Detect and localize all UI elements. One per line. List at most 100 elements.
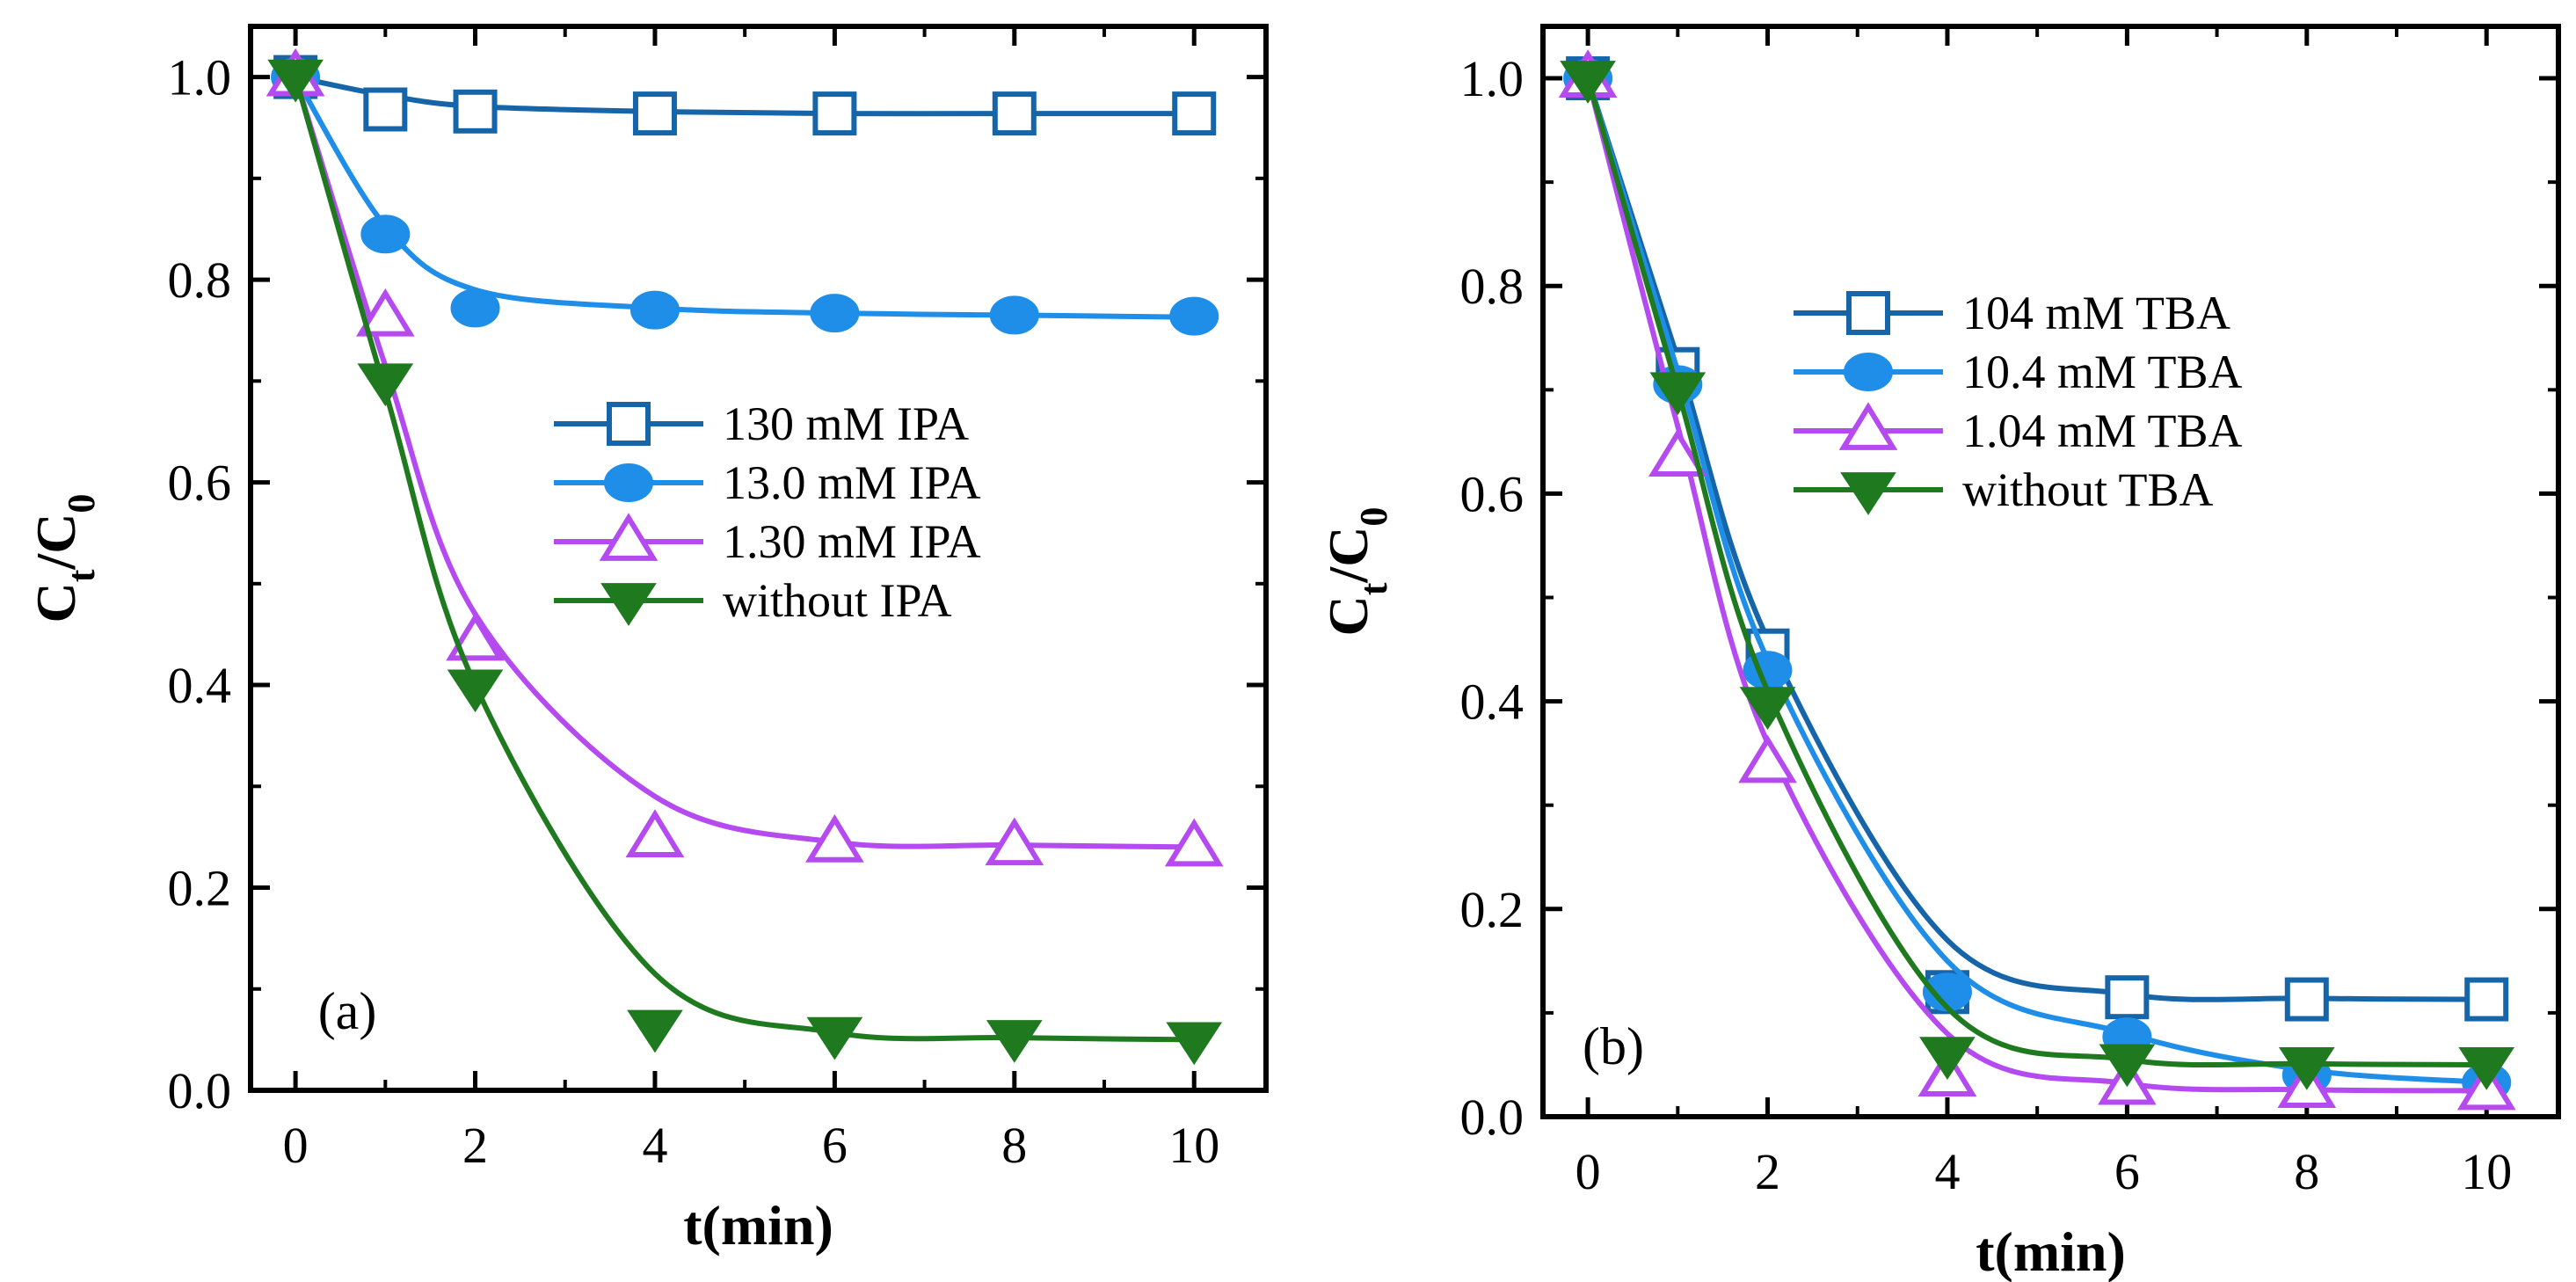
legend-label: 1.30 mM IPA xyxy=(723,515,981,568)
y-tick-label: 0.8 xyxy=(168,251,232,309)
x-tick-label: 2 xyxy=(1755,1143,1780,1200)
data-point xyxy=(1172,91,1217,136)
legend-marker xyxy=(1840,472,1896,515)
legend-label: 10.4 mM TBA xyxy=(1962,346,2243,398)
data-point xyxy=(989,295,1039,335)
legend-label: 13.0 mM IPA xyxy=(723,456,981,509)
y-axis-title-sep: /C xyxy=(25,514,87,571)
data-point xyxy=(2464,977,2509,1022)
data-point xyxy=(2458,1047,2515,1090)
x-tick-label: 2 xyxy=(462,1117,488,1174)
series-without-ipa xyxy=(267,59,1223,1066)
data-point xyxy=(1560,61,1616,104)
y-tick-label: 1.0 xyxy=(168,49,232,106)
y-axis-title: Ct/C0 xyxy=(1317,507,1395,637)
x-tick-label: 4 xyxy=(1934,1143,1960,1200)
plot-frame xyxy=(248,24,1269,1093)
legend-label: 1.04 mM TBA xyxy=(1962,404,2243,457)
data-point xyxy=(2105,975,2150,1020)
chart-panel-b: 0 2 4 6 8 100.00.20.40.60.81.0t(min)Ct/C0104 … xyxy=(1317,24,2561,1282)
y-tick-label: 0.4 xyxy=(1460,674,1524,731)
y-axis-title-main: C xyxy=(25,582,87,623)
legend-label: 104 mM TBA xyxy=(1962,287,2230,339)
x-tick-label: 10 xyxy=(1168,1117,1219,1174)
x-tick-label: 6 xyxy=(822,1117,848,1174)
x-tick-label: 0 xyxy=(1575,1143,1601,1200)
data-point xyxy=(2278,1047,2335,1090)
data-point xyxy=(805,814,864,863)
data-point xyxy=(2284,977,2329,1022)
panel-label: (a) xyxy=(318,982,377,1040)
y-axis-title-sub: t xyxy=(1352,582,1395,595)
x-tick-label: 10 xyxy=(2461,1143,2512,1200)
data-point xyxy=(1169,296,1219,336)
data-point xyxy=(812,91,857,136)
legend-marker xyxy=(1844,353,1893,391)
plot-frame xyxy=(1540,24,2561,1119)
data-point xyxy=(806,1016,863,1060)
data-point xyxy=(985,817,1044,866)
x-axis-title: t(min) xyxy=(683,1194,833,1257)
y-axis-title: Ct/C0 xyxy=(25,494,103,623)
x-axis-title: t(min) xyxy=(1976,1220,2126,1282)
data-point xyxy=(986,1020,1043,1063)
legend: 104 mM TBA 10.4 mM TBA 1.04 mM TBA without … xyxy=(1794,287,2243,516)
data-point xyxy=(810,294,860,333)
y-axis-title-sub2: 0 xyxy=(60,494,103,514)
legend-marker xyxy=(607,402,651,446)
y-tick-label: 0.8 xyxy=(1460,258,1524,315)
legend-marker xyxy=(599,513,659,561)
y-axis-title-sub: t xyxy=(60,569,103,582)
y-tick-label: 0.4 xyxy=(168,657,232,714)
y-tick-label: 0.6 xyxy=(1460,465,1524,522)
y-tick-label: 0.6 xyxy=(168,455,232,512)
data-point xyxy=(632,91,677,136)
panel-label: (b) xyxy=(1583,1017,1644,1075)
series-10-4-mm-tba xyxy=(1563,59,2512,1103)
x-tick-label: 0 xyxy=(283,1117,309,1174)
series-104-mm-tba xyxy=(1566,56,2509,1022)
x-tick-label: 8 xyxy=(1001,1117,1027,1174)
y-tick-label: 0.2 xyxy=(1460,881,1524,938)
y-axis-title-main: C xyxy=(1317,595,1379,636)
data-point xyxy=(625,809,685,857)
data-point xyxy=(992,91,1037,136)
x-tick-label: 4 xyxy=(642,1117,667,1174)
data-point xyxy=(2099,1044,2156,1088)
legend-marker xyxy=(1838,402,1898,450)
data-point xyxy=(447,669,504,713)
data-point xyxy=(1919,1037,1976,1080)
y-tick-label: 1.0 xyxy=(1460,50,1524,107)
legend-label: 130 mM IPA xyxy=(723,397,969,450)
data-point xyxy=(450,288,500,328)
data-point xyxy=(453,89,498,134)
data-point xyxy=(1649,372,1706,416)
y-axis-title-sub2: 0 xyxy=(1352,507,1395,527)
legend: 130 mM IPA 13.0 mM IPA 1.30 mM IPA without … xyxy=(554,397,981,627)
data-point xyxy=(627,1009,683,1053)
series-curve xyxy=(1585,77,2487,1085)
data-point xyxy=(360,215,411,254)
data-point xyxy=(1164,818,1224,867)
y-tick-label: 0.2 xyxy=(168,860,232,917)
x-tick-label: 6 xyxy=(2114,1143,2140,1200)
series-1-04-mm-tba xyxy=(1558,49,2516,1111)
data-point xyxy=(1648,428,1707,477)
data-point xyxy=(363,87,408,132)
series-curve xyxy=(1585,77,2487,1094)
y-tick-label: 0.0 xyxy=(1460,1089,1524,1146)
chart-panel-a: 0 2 4 6 8 100.00.20.40.60.81.0t(min)Ct/C0130 … xyxy=(25,24,1269,1257)
data-point xyxy=(1739,687,1796,730)
data-point xyxy=(629,290,680,330)
series-curve xyxy=(1585,77,2487,1068)
data-point xyxy=(1743,651,1793,690)
x-tick-label: 8 xyxy=(2294,1143,2319,1200)
data-point xyxy=(446,612,505,661)
series-without-tba xyxy=(1560,61,2515,1090)
data-point xyxy=(1166,1022,1223,1066)
series-130-mm-ipa xyxy=(273,55,1217,136)
legend-marker xyxy=(1846,291,1890,335)
legend-label: without TBA xyxy=(1962,463,2214,516)
data-point xyxy=(357,363,414,407)
